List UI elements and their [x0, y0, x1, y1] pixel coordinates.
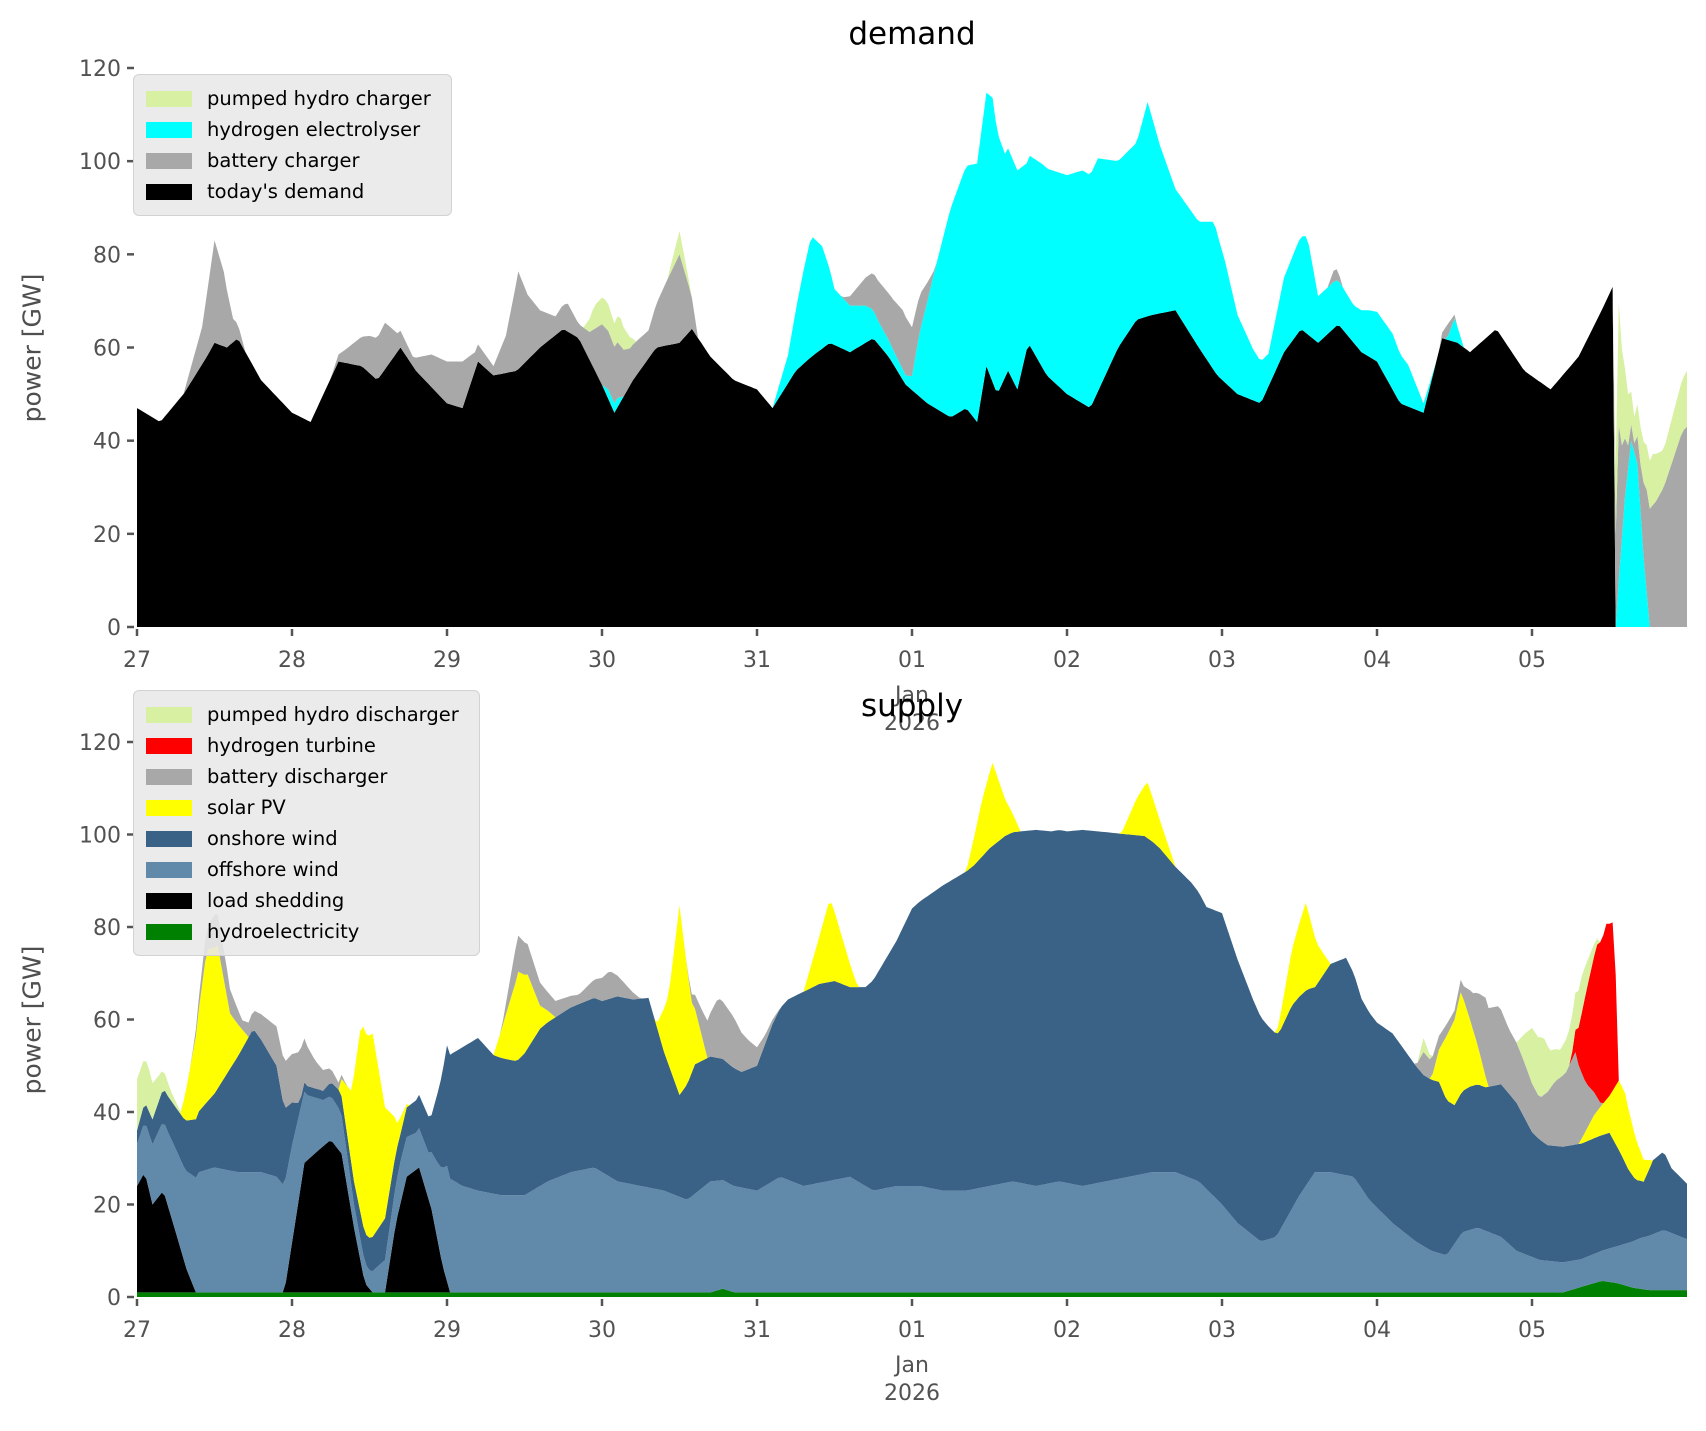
demand-x-tick-label: 29 [433, 648, 461, 673]
supply-x-tick-label: 02 [1053, 1318, 1081, 1343]
demand-x-tick-label: 02 [1053, 648, 1081, 673]
legend-swatch-icon [146, 799, 192, 816]
demand-month-label: Jan [893, 683, 929, 708]
demand-chart-title: demand [848, 16, 976, 52]
legend-swatch-icon [146, 183, 192, 200]
supply-y-tick-label: 120 [79, 731, 121, 756]
demand-legend: pumped hydro charger hydrogen electrolyse… [133, 74, 452, 216]
demand-x-tick-label: 28 [278, 648, 306, 673]
supply-y-axis-label: power [GW] [17, 945, 47, 1094]
legend-item-label: offshore wind [207, 858, 339, 881]
supply-x-tick-label: 05 [1518, 1318, 1546, 1343]
supply-y-tick-label: 80 [93, 916, 121, 941]
legend-item-label: hydrogen turbine [207, 734, 376, 757]
demand-y-tick-label: 20 [93, 523, 121, 548]
supply-chart-title: supply [860, 688, 964, 724]
supply-legend-item: onshore wind [146, 823, 459, 854]
supply-x-tick-label: 01 [898, 1318, 926, 1343]
supply-legend-item: battery discharger [146, 761, 459, 792]
legend-swatch-icon [146, 706, 192, 723]
supply-y-tick-label: 20 [93, 1194, 121, 1219]
demand-area-battery-charger [137, 92, 1687, 628]
supply-area-hydroelectricity [137, 1281, 1687, 1297]
supply-y-tick-label: 100 [79, 824, 121, 849]
legend-swatch-icon [146, 90, 192, 107]
legend-swatch-icon [146, 892, 192, 909]
legend-swatch-icon [146, 861, 192, 878]
supply-legend-item: offshore wind [146, 854, 459, 885]
legend-item-label: onshore wind [207, 827, 338, 850]
legend-swatch-icon [146, 737, 192, 754]
legend-item-label: hydroelectricity [207, 920, 360, 943]
legend-swatch-icon [146, 923, 192, 940]
demand-y-tick-label: 100 [79, 150, 121, 175]
legend-swatch-icon [146, 830, 192, 847]
supply-legend-item: hydrogen turbine [146, 730, 459, 761]
supply-legend-item: hydroelectricity [146, 916, 459, 947]
demand-legend-item: pumped hydro charger [146, 83, 431, 114]
supply-month-label: Jan [893, 1353, 929, 1378]
supply-legend-item: load shedding [146, 885, 459, 916]
legend-item-label: pumped hydro discharger [207, 703, 459, 726]
legend-swatch-icon [146, 768, 192, 785]
supply-legend: pumped hydro discharger hydrogen turbine b… [133, 690, 480, 956]
demand-y-axis-label: power [GW] [17, 273, 47, 422]
demand-legend-item: battery charger [146, 145, 431, 176]
supply-x-tick-label: 29 [433, 1318, 461, 1343]
demand-y-tick-label: 60 [93, 337, 121, 362]
supply-area-offshore-wind [137, 1091, 1687, 1293]
demand-x-tick-label: 01 [898, 648, 926, 673]
supply-y-tick-label: 60 [93, 1009, 121, 1034]
demand-area-today-s-demand [137, 286, 1687, 627]
legend-item-label: pumped hydro charger [207, 87, 431, 110]
demand-x-tick-label: 27 [123, 648, 151, 673]
legend-swatch-icon [146, 121, 192, 138]
supply-area-load-shedding [137, 1141, 1687, 1293]
legend-item-label: today's demand [207, 180, 365, 203]
supply-x-tick-label: 04 [1363, 1318, 1391, 1343]
demand-x-tick-label: 30 [588, 648, 616, 673]
supply-x-tick-label: 03 [1208, 1318, 1236, 1343]
legend-item-label: battery discharger [207, 765, 388, 788]
supply-legend-item: pumped hydro discharger [146, 699, 459, 730]
demand-y-tick-label: 40 [93, 430, 121, 455]
demand-legend-item: hydrogen electrolyser [146, 114, 431, 145]
supply-year-label: 2026 [884, 1381, 940, 1406]
supply-y-tick-label: 0 [107, 1286, 121, 1311]
demand-legend-item: today's demand [146, 176, 431, 207]
demand-x-tick-label: 31 [743, 648, 771, 673]
demand-y-tick-label: 0 [107, 616, 121, 641]
demand-area-hydrogen-electrolyser [137, 92, 1687, 628]
legend-item-label: battery charger [207, 149, 360, 172]
supply-x-tick-label: 28 [278, 1318, 306, 1343]
legend-item-label: load shedding [207, 889, 345, 912]
supply-x-tick-label: 31 [743, 1318, 771, 1343]
legend-item-label: hydrogen electrolyser [207, 118, 421, 141]
supply-x-tick-label: 30 [588, 1318, 616, 1343]
demand-y-tick-label: 80 [93, 243, 121, 268]
supply-y-tick-label: 40 [93, 1101, 121, 1126]
demand-x-tick-label: 05 [1518, 648, 1546, 673]
supply-x-tick-label: 27 [123, 1318, 151, 1343]
demand-x-tick-label: 03 [1208, 648, 1236, 673]
supply-area-onshore-wind [137, 829, 1687, 1272]
legend-swatch-icon [146, 152, 192, 169]
demand-x-tick-label: 04 [1363, 648, 1391, 673]
legend-item-label: solar PV [207, 796, 286, 819]
demand-y-tick-label: 120 [79, 57, 121, 82]
supply-legend-item: solar PV [146, 792, 459, 823]
demand-year-label: 2026 [884, 711, 940, 736]
